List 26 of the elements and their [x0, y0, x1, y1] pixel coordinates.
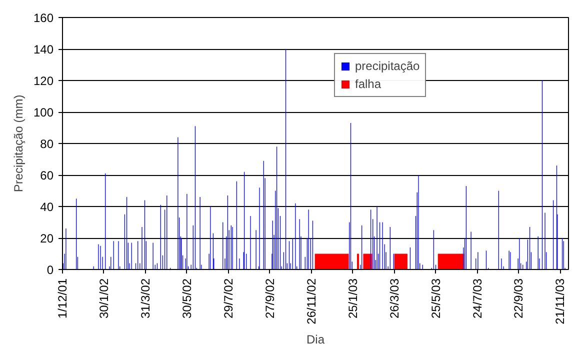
y-tick-label: 60	[40, 168, 54, 182]
legend-label: falha	[355, 77, 382, 91]
x-tick-label: 22/9/03	[512, 278, 526, 319]
legend-label: precipitação	[355, 59, 420, 73]
x-tick-label: 25/1/03	[346, 278, 360, 319]
y-tick-label: 80	[40, 137, 54, 151]
x-tick-label: 1/12/01	[56, 278, 70, 319]
y-tick-label: 120	[33, 74, 54, 88]
y-tick-label: 40	[40, 200, 54, 214]
x-tick-label: 30/1/02	[96, 278, 111, 319]
y-tick-label: 140	[33, 42, 54, 56]
y-tick-label: 160	[33, 11, 54, 25]
x-axis-title: Dia	[306, 332, 325, 346]
x-tick-label: 24/7/03	[470, 278, 484, 319]
y-tick-label: 20	[40, 232, 54, 246]
x-tick-label: 31/3/02	[138, 278, 152, 319]
x-tick-label: 21/11/03	[553, 278, 568, 324]
x-tick-label: 26/11/02	[304, 278, 318, 324]
x-tick-label: 25/5/03	[428, 278, 443, 319]
y-tick-label: 100	[33, 106, 54, 120]
x-tick-label: 29/7/02	[221, 278, 236, 319]
y-axis-title: Precipitação (mm)	[11, 94, 26, 192]
x-tick-label: 30/5/02	[180, 278, 194, 319]
y-tick-label: 0	[46, 263, 54, 277]
x-tick-label: 27/9/02	[262, 278, 277, 319]
x-tick-label: 26/3/03	[387, 278, 402, 319]
